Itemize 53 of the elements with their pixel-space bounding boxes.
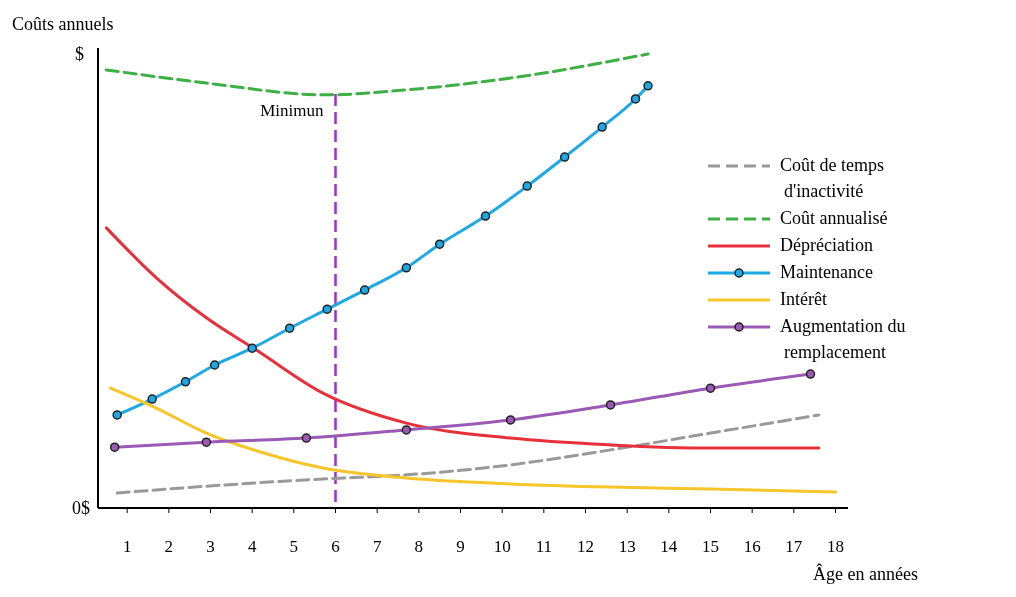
legend-label: Augmentation du remplacement (780, 316, 906, 362)
legend-label: Coût annualisé (780, 208, 888, 228)
point (359, 285, 370, 295)
point (147, 394, 157, 404)
point (322, 304, 332, 314)
x-tick-label: 17 (785, 537, 803, 556)
x-tick-label: 18 (827, 537, 844, 556)
x-tick-label: 10 (493, 537, 511, 556)
point (180, 377, 191, 387)
point (559, 152, 570, 162)
legend-label: Intérêt (780, 289, 827, 309)
point (705, 383, 716, 393)
x-tick-label: 13 (618, 537, 636, 556)
point (605, 400, 616, 410)
point (284, 323, 295, 333)
y-axis-title: Coûts annuels (12, 14, 114, 34)
point (522, 181, 532, 191)
x-tick-label: 12 (577, 537, 594, 556)
x-tick-label: 7 (372, 537, 382, 556)
point (434, 239, 445, 249)
point (109, 442, 120, 452)
x-axis-title: Âge en années (813, 563, 918, 584)
x-tick-label: 4 (247, 537, 257, 556)
point (301, 433, 312, 443)
point (401, 425, 412, 435)
point (505, 415, 516, 425)
point (805, 369, 816, 379)
point (480, 211, 491, 221)
legend-label: Maintenance (780, 262, 873, 282)
point (643, 81, 653, 91)
ref-line-label: Minimun (260, 101, 324, 120)
point (201, 437, 212, 447)
legend-label: Coût de temps d'inactivité (780, 155, 884, 201)
x-tick-label: 8 (414, 537, 424, 556)
x-tick-label: 1 (122, 537, 132, 556)
point (209, 360, 220, 370)
point (597, 122, 607, 132)
x-tick-label: 11 (535, 537, 553, 556)
point (247, 343, 257, 353)
x-tick-label: 16 (743, 537, 761, 556)
x-tick-label: 5 (289, 537, 299, 556)
point (630, 94, 641, 104)
x-tick-label: 2 (164, 537, 174, 556)
point (112, 410, 122, 420)
x-tick-label: 3 (206, 537, 215, 556)
point (401, 263, 412, 273)
x-tick-label: 6 (331, 537, 340, 556)
text: $ (75, 44, 84, 64)
legend-label: Dépréciation (780, 235, 873, 255)
x-tick-label: 9 (456, 537, 465, 556)
x-tick-label: 14 (660, 537, 678, 556)
x-tick-label: 15 (702, 537, 719, 556)
text: 0$ (72, 498, 90, 518)
